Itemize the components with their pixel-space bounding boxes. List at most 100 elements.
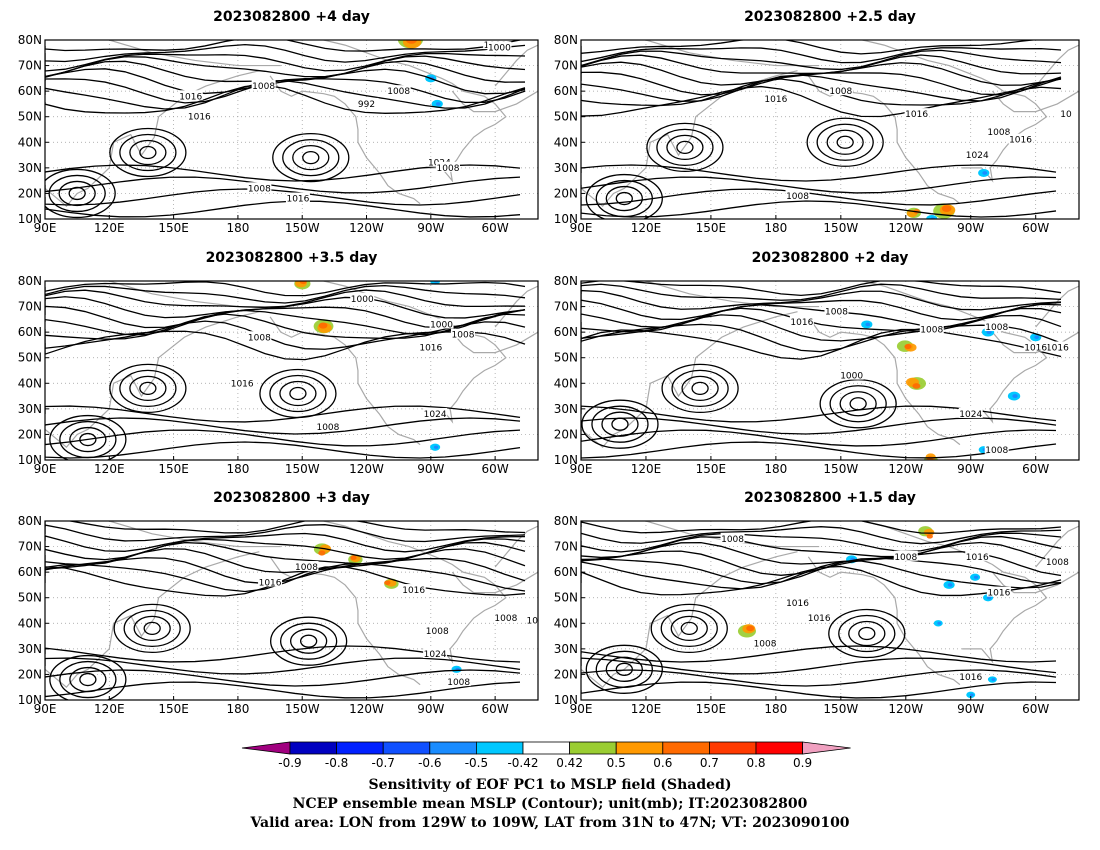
lon-tick-label: 90W xyxy=(957,462,984,476)
positive-sensitivity-area xyxy=(873,472,883,479)
lat-tick-label: 20N xyxy=(18,667,42,681)
mslp-contour xyxy=(1028,490,1043,500)
colorbar-tick-label: -0.7 xyxy=(371,756,394,770)
coastline xyxy=(45,70,260,208)
colorbar-tick-label: -0.9 xyxy=(278,756,301,770)
positive-sensitivity-area xyxy=(416,423,424,429)
lon-tick-label: 90W xyxy=(957,702,984,716)
coastline xyxy=(45,311,260,449)
mslp-contour xyxy=(247,407,259,415)
contour-label: 1016 xyxy=(1046,343,1069,353)
mslp-contour xyxy=(45,441,521,459)
mslp-contour xyxy=(45,405,521,423)
contour-label: 1008 xyxy=(985,323,1008,333)
coastline xyxy=(807,316,961,446)
coastline xyxy=(269,75,421,205)
mslp-contour xyxy=(391,473,436,503)
lon-tick-label: 120W xyxy=(888,702,923,716)
colorbar-tick-label: 0.5 xyxy=(607,756,626,770)
lon-tick-label: 120E xyxy=(94,221,125,235)
mslp-contour xyxy=(676,140,694,155)
contour-label: 1016 xyxy=(286,195,309,205)
mslp-contour xyxy=(279,622,338,660)
mslp-contour xyxy=(269,374,327,413)
lat-tick-label: 10N xyxy=(18,693,42,707)
contour-label: 1024 xyxy=(959,410,982,420)
mslp-contour xyxy=(359,434,374,444)
lon-tick-label: 180 xyxy=(764,702,787,716)
mslp-contour xyxy=(581,532,1062,553)
negative-sensitivity-area xyxy=(865,322,871,327)
positive-sensitivity-area xyxy=(415,190,442,209)
negative-sensitivity-area xyxy=(1034,335,1040,340)
contour-label: 1016 xyxy=(959,673,982,683)
contour-label: 1016 xyxy=(179,92,202,102)
contour-label: 1016 xyxy=(987,589,1010,599)
positive-sensitivity-area xyxy=(923,528,935,537)
lon-tick-label: 150W xyxy=(285,221,320,235)
mslp-contour xyxy=(299,634,318,648)
mslp-contour xyxy=(79,432,97,447)
mslp-contour xyxy=(519,434,534,444)
mslp-contour xyxy=(785,175,797,183)
positive-sensitivity-area xyxy=(318,550,326,556)
mslp-contour xyxy=(858,626,876,641)
caption-line-2: NCEP ensemble mean MSLP (Contour); unit(… xyxy=(293,796,808,812)
mslp-contour xyxy=(45,188,521,206)
mslp-contour xyxy=(45,417,521,435)
contour-label: 1024 xyxy=(966,151,989,161)
negative-sensitivity-area xyxy=(986,596,992,600)
coastline xyxy=(991,90,1079,113)
mslp-contour xyxy=(45,330,526,361)
mslp-contour xyxy=(581,85,1062,118)
mslp-contour xyxy=(581,441,1057,459)
mslp-contour xyxy=(139,145,157,160)
mslp-contour xyxy=(681,375,719,402)
mslp-contour xyxy=(581,71,1062,96)
colorbar-swatch xyxy=(662,741,710,755)
map-panel: 1000100810001016992100810161024100810161… xyxy=(18,9,539,235)
colorbar-high-arrow xyxy=(802,741,851,755)
lat-tick-label: 80N xyxy=(18,514,42,528)
mslp-contour xyxy=(585,644,663,694)
mslp-contour xyxy=(0,460,5,470)
lat-tick-label: 40N xyxy=(554,616,578,630)
contour-label: 1000 xyxy=(488,44,511,54)
mslp-contour xyxy=(224,391,283,430)
mslp-contour xyxy=(766,422,817,456)
lat-tick-label: 80N xyxy=(554,274,578,288)
mslp-contour xyxy=(581,429,1057,447)
mslp-contour xyxy=(282,138,340,177)
lon-tick-label: 150W xyxy=(285,702,320,716)
map-frame xyxy=(44,280,539,461)
mslp-contour xyxy=(656,128,714,167)
colorbar-swatch xyxy=(755,741,803,755)
lat-tick-label: 50N xyxy=(18,351,42,365)
mslp-contour xyxy=(238,208,250,216)
coastline xyxy=(323,521,507,664)
colorbar-tick-label: 0.42 xyxy=(556,756,583,770)
lat-tick-label: 30N xyxy=(18,161,42,175)
mslp-contour xyxy=(581,49,1062,71)
lon-tick-label: 180 xyxy=(764,462,787,476)
mslp-contour xyxy=(45,541,526,566)
lon-tick-label: 180 xyxy=(764,221,787,235)
lon-tick-label: 90E xyxy=(34,462,57,476)
lon-tick-label: 60W xyxy=(482,221,509,235)
lat-tick-label: 20N xyxy=(554,427,578,441)
coastline xyxy=(269,316,421,446)
mslp-contour xyxy=(45,320,526,350)
lat-tick-label: 70N xyxy=(18,300,42,314)
coastline xyxy=(1035,285,1079,328)
panel-title: 2023082800 +3.5 day xyxy=(206,250,378,266)
mslp-contour xyxy=(581,560,1062,590)
mslp-contour xyxy=(59,660,117,699)
contour-label: 1008 xyxy=(985,446,1008,456)
negative-sensitivity-area xyxy=(986,330,992,335)
mslp-contour xyxy=(527,199,557,219)
mslp-contour xyxy=(581,541,1062,565)
negative-sensitivity-area xyxy=(991,678,996,681)
colorbar-swatch xyxy=(289,741,337,755)
mslp-contour xyxy=(581,289,1062,311)
